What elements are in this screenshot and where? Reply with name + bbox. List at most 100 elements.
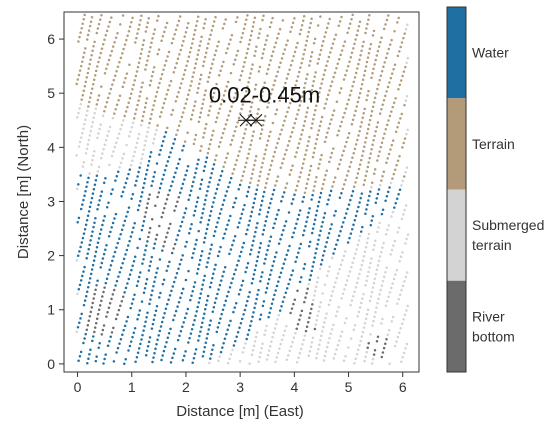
point-water	[229, 248, 233, 251]
point-terrain	[160, 72, 164, 76]
point-water	[129, 235, 133, 238]
point-river	[164, 202, 167, 206]
point-water	[129, 306, 132, 310]
point-submerged	[362, 326, 366, 329]
point-river	[147, 197, 150, 201]
point-terrain	[198, 44, 201, 48]
point-terrain	[89, 91, 93, 95]
point-water	[92, 187, 96, 191]
point-terrain	[342, 44, 345, 48]
point-water	[132, 226, 135, 229]
point-water	[290, 273, 293, 277]
point-terrain	[332, 109, 336, 112]
point-terrain	[374, 58, 377, 62]
point-terrain	[161, 35, 165, 38]
point-terrain	[135, 108, 138, 111]
point-terrain	[150, 41, 153, 45]
point-submerged	[298, 352, 302, 355]
point-water	[137, 275, 141, 279]
point-terrain	[184, 30, 188, 34]
point-terrain	[276, 175, 280, 178]
point-terrain	[189, 118, 193, 121]
point-submerged	[358, 344, 361, 347]
point-terrain	[89, 58, 92, 61]
point-terrain	[288, 173, 292, 176]
point-water	[204, 303, 208, 307]
point-water	[85, 219, 89, 222]
point-water	[209, 176, 212, 180]
point-water	[103, 357, 106, 361]
point-water	[79, 317, 82, 320]
point-submerged	[386, 333, 390, 337]
point-terrain	[304, 82, 307, 85]
point-submerged	[388, 291, 392, 294]
point-terrain	[103, 72, 107, 75]
point-water	[245, 266, 249, 269]
point-terrain	[271, 121, 275, 125]
point-water	[153, 280, 156, 283]
point-river	[161, 211, 165, 214]
point-water	[298, 209, 302, 212]
point-terrain	[243, 22, 247, 26]
point-water	[195, 200, 199, 204]
point-water	[369, 190, 372, 193]
point-water	[281, 266, 284, 270]
point-terrain	[172, 70, 176, 74]
point-terrain	[289, 168, 293, 172]
point-submerged	[218, 355, 221, 358]
point-terrain	[237, 116, 241, 120]
point-terrain	[290, 26, 294, 29]
point-submerged	[324, 350, 328, 353]
point-submerged	[404, 275, 408, 279]
point-river	[156, 195, 159, 199]
point-water	[78, 250, 81, 253]
point-terrain	[272, 83, 275, 87]
point-river	[95, 317, 99, 320]
point-terrain	[174, 99, 178, 103]
point-terrain	[199, 111, 203, 115]
point-submerged	[321, 292, 324, 295]
point-water	[150, 184, 153, 187]
point-water	[327, 232, 331, 235]
point-terrain	[364, 31, 367, 35]
point-submerged	[384, 233, 388, 236]
point-submerged	[355, 248, 358, 251]
point-terrain	[279, 166, 283, 170]
point-submerged	[401, 179, 405, 183]
point-terrain	[211, 96, 215, 99]
point-terrain	[303, 86, 306, 90]
point-terrain	[138, 94, 141, 98]
point-water	[197, 263, 201, 266]
point-terrain	[298, 175, 301, 179]
point-water	[109, 264, 113, 267]
point-terrain	[196, 53, 200, 56]
point-terrain	[379, 40, 382, 44]
point-water	[282, 262, 286, 266]
point-water	[184, 207, 188, 210]
point-terrain	[192, 71, 196, 74]
point-submerged	[324, 316, 327, 320]
point-terrain	[288, 139, 291, 143]
point-river	[298, 318, 301, 322]
point-water	[104, 353, 107, 356]
point-terrain	[347, 169, 350, 173]
point-terrain	[261, 123, 265, 127]
point-water	[326, 236, 330, 240]
point-terrain	[396, 21, 399, 24]
point-water	[260, 275, 263, 279]
point-water	[101, 257, 105, 260]
point-terrain	[213, 158, 217, 162]
point-water	[135, 356, 139, 359]
point-water	[81, 203, 84, 206]
point-water	[200, 216, 203, 220]
point-terrain	[147, 16, 151, 20]
point-terrain	[404, 65, 407, 69]
point-water	[174, 309, 178, 313]
point-water	[176, 233, 180, 237]
point-terrain	[372, 139, 375, 142]
point-water	[185, 312, 188, 315]
point-water	[252, 201, 256, 205]
point-submerged	[391, 315, 395, 319]
point-submerged	[351, 261, 354, 264]
point-terrain	[185, 26, 189, 29]
